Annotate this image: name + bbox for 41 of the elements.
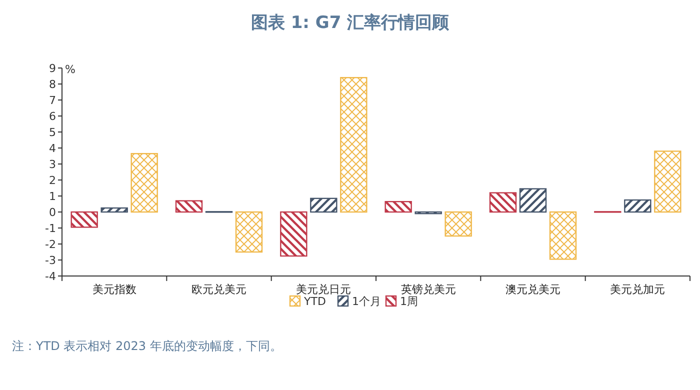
y-tick-label: -4 <box>45 270 56 283</box>
y-tick-label: 0 <box>49 206 56 219</box>
y-tick-label: 6 <box>49 110 56 123</box>
bar <box>519 188 547 213</box>
legend-label: 1周 <box>400 295 418 308</box>
y-tick-label: 3 <box>49 158 56 171</box>
x-tick-label: 美元指数 <box>92 283 136 296</box>
legend-label: YTD <box>303 295 326 308</box>
bar <box>624 199 652 213</box>
x-tick-label: 澳元兑美元 <box>506 283 560 296</box>
bar <box>100 207 128 213</box>
text: 注：YTD 表示相对 2023 年底的变动幅度，下同。 <box>12 339 282 353</box>
x-tick-label: 欧元兑美元 <box>192 283 246 296</box>
y-axis-title: % <box>65 63 76 76</box>
bar <box>444 211 472 237</box>
y-tick-label: 2 <box>49 174 56 187</box>
x-tick-label: 英镑兑美元 <box>400 283 456 296</box>
bar <box>70 211 98 228</box>
bar <box>235 211 263 253</box>
x-tick-label: 美元兑加元 <box>610 283 666 296</box>
bar <box>280 211 308 257</box>
y-tick-label: 9 <box>49 62 56 75</box>
bar <box>489 192 517 213</box>
bar <box>340 77 368 213</box>
bar <box>549 211 577 260</box>
bar <box>175 200 203 213</box>
y-tick-label: 1 <box>49 190 56 203</box>
y-tick-label: 8 <box>49 78 56 91</box>
bar <box>384 201 412 213</box>
y-tick-label: 4 <box>49 142 56 155</box>
y-tick-label: -1 <box>45 222 56 235</box>
y-tick-label: -3 <box>45 254 56 267</box>
bar <box>130 153 158 213</box>
legend-label: 1个月 <box>352 295 381 308</box>
bar <box>654 150 682 213</box>
y-tick-label: -2 <box>45 238 56 251</box>
chart-title: 图表 1: G7 汇率行情回顾 <box>250 13 450 33</box>
y-tick-label: 7 <box>49 94 56 107</box>
y-tick-label: 5 <box>49 126 56 139</box>
bar <box>310 198 338 213</box>
x-tick-label: 美元兑日元 <box>296 283 352 296</box>
